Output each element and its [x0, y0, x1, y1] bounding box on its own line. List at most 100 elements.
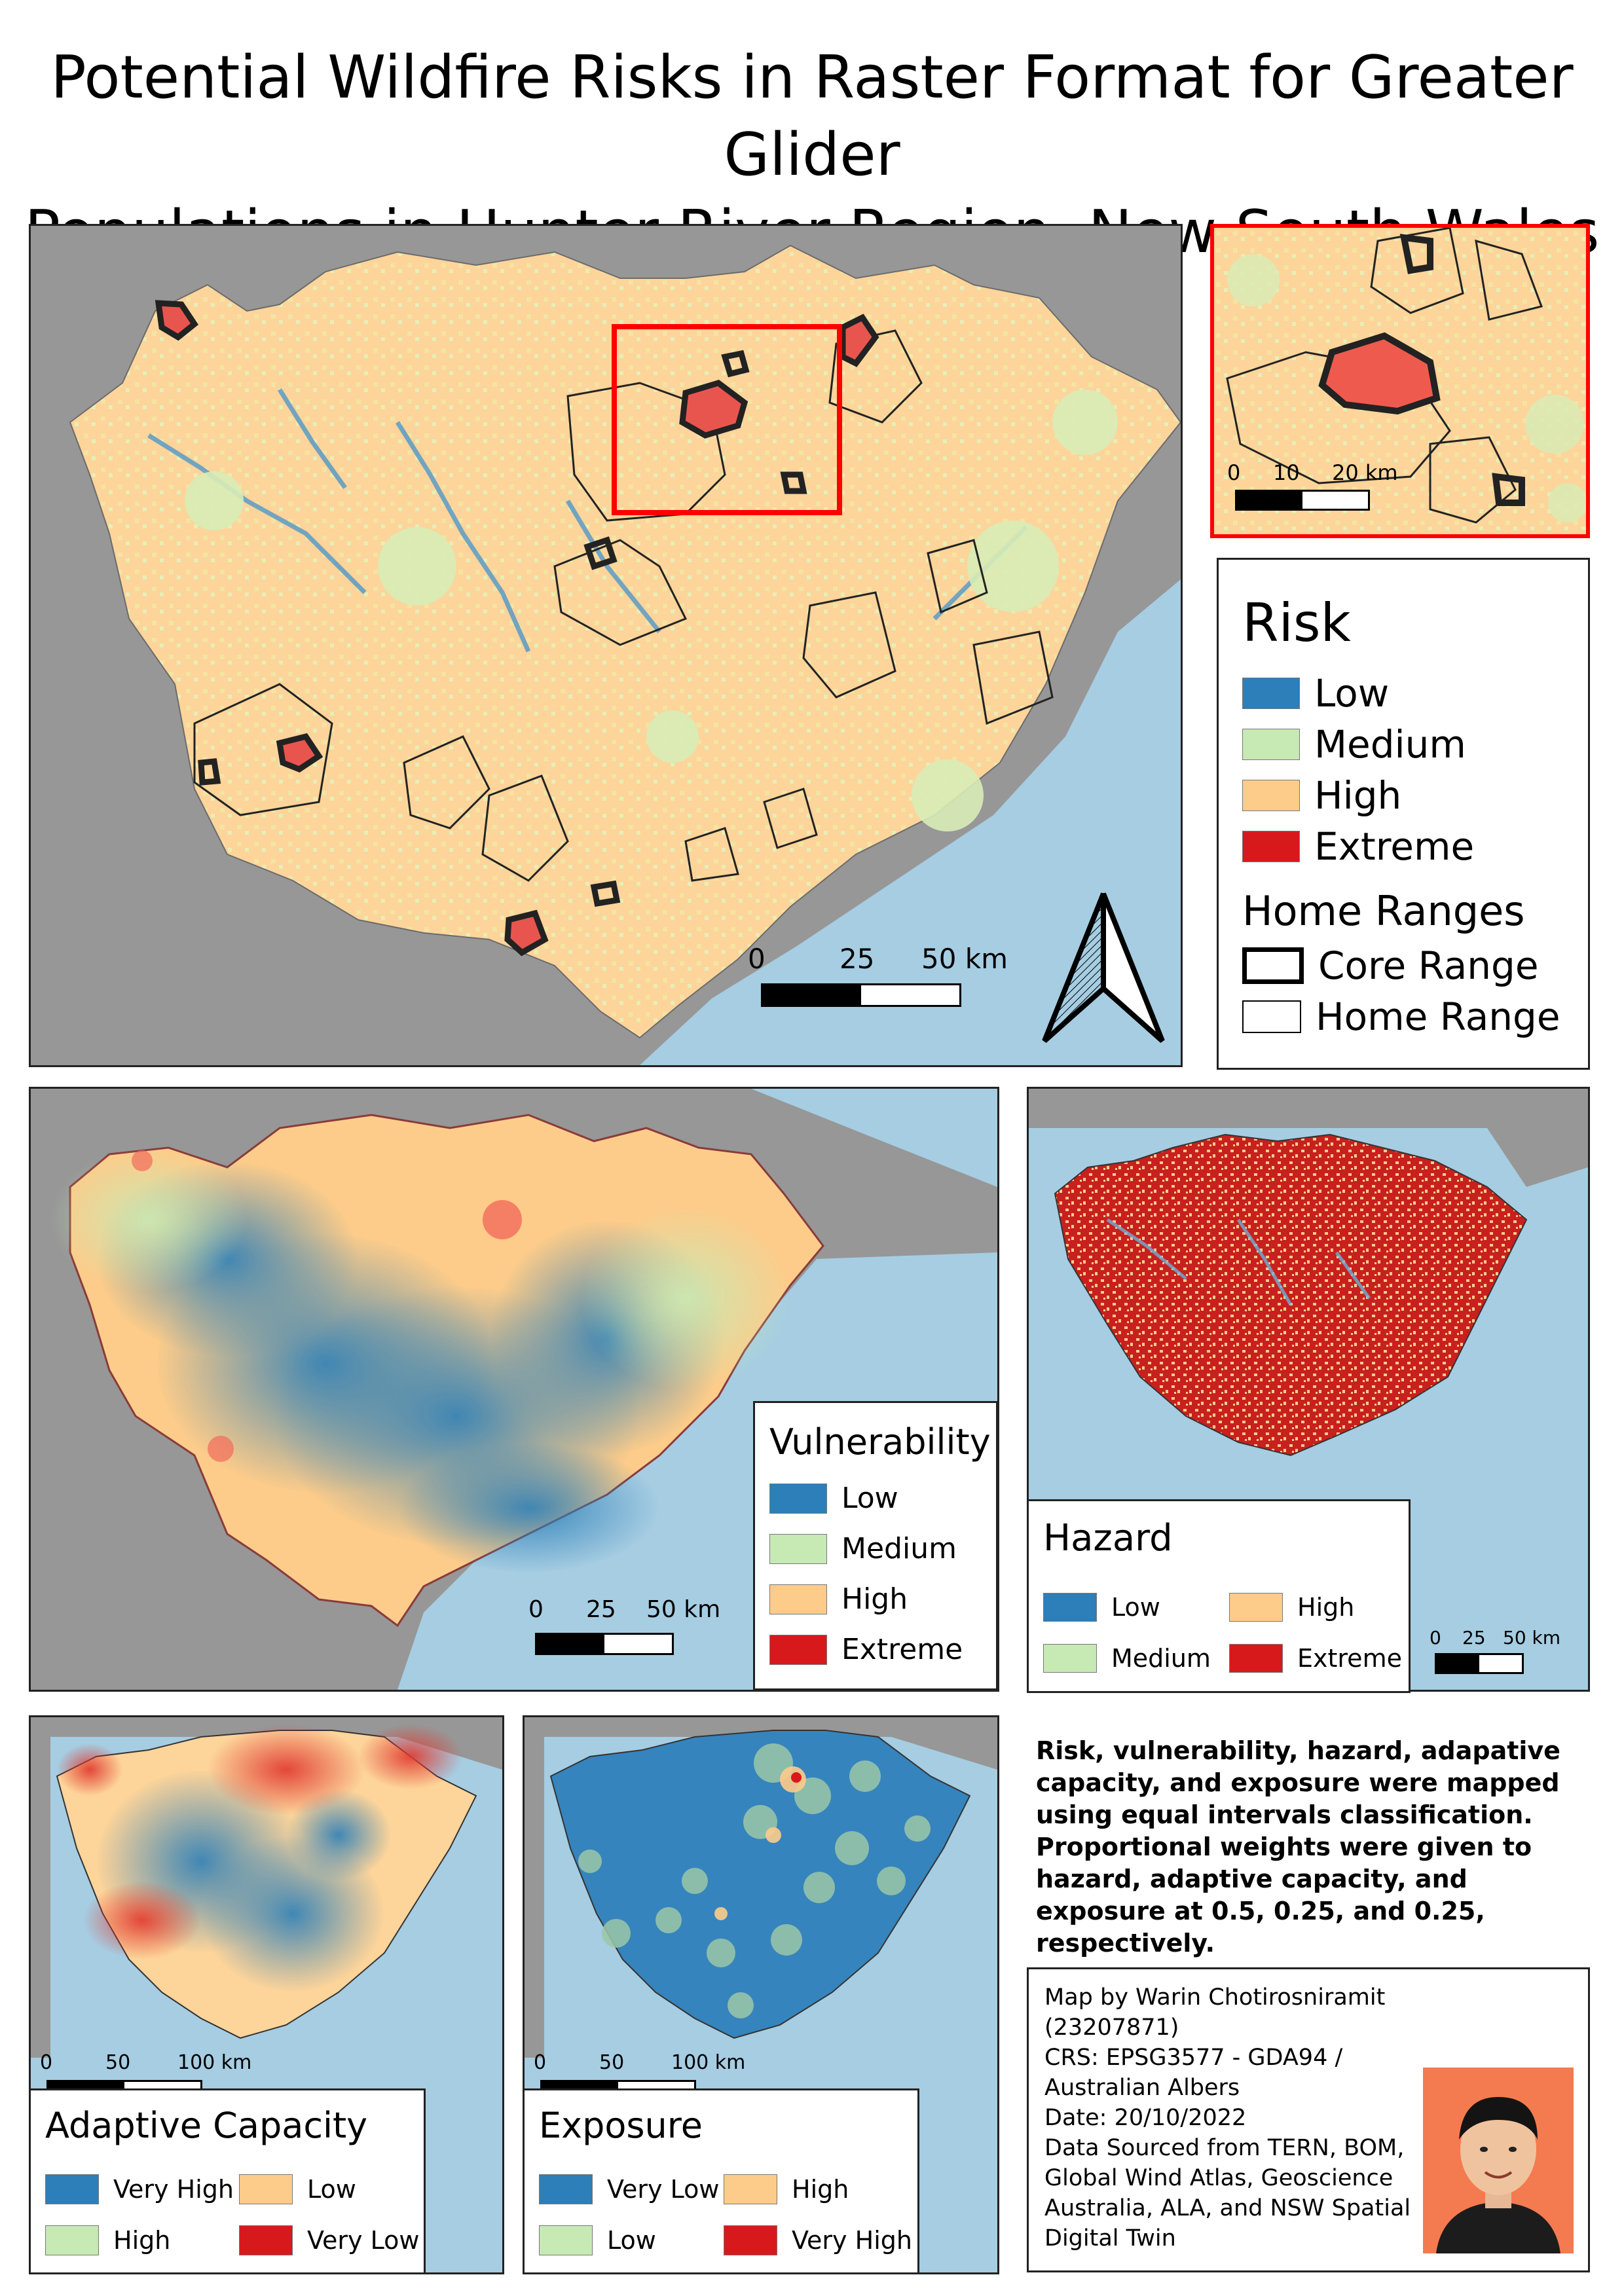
risk-extreme-label: Extreme — [1314, 824, 1475, 869]
ac-item-very-low: Very Low — [239, 2225, 419, 2255]
north-arrow-icon — [1038, 890, 1169, 1048]
ac-very-low-label: Very Low — [307, 2226, 420, 2255]
hazard-scale-label-1: 25 — [1462, 1627, 1486, 1649]
vuln-high-label: High — [841, 1582, 908, 1616]
risk-legend: Risk Low Medium High Extreme Home Ranges… — [1217, 558, 1590, 1070]
credit-line-4: Australian Albers — [1044, 2075, 1240, 2101]
inset-scale-label-1: 10 — [1273, 460, 1300, 485]
hazard-land — [1054, 1133, 1528, 1457]
credit-line-7: Global Wind Atlas, Geoscience — [1044, 2165, 1393, 2191]
hazard-low-label: Low — [1111, 1593, 1160, 1622]
exp-item-very-low: Very Low — [539, 2174, 719, 2204]
credit-line-1: Map by Warin Chotirosniramit — [1044, 1984, 1386, 2011]
credit-line-8: Australia, ALA, and NSW Spatial — [1044, 2195, 1411, 2221]
scale-label-2: 50 km — [921, 943, 1008, 975]
hazard-item-medium: Medium — [1043, 1644, 1211, 1673]
exp-scale-label-0: 0 — [534, 2051, 547, 2074]
ac-scale-label-0: 0 — [40, 2051, 53, 2074]
core-range-legend-item: Core Range — [1242, 943, 1539, 988]
hazard-item-high: High — [1229, 1593, 1354, 1622]
risk-legend-title: Risk — [1242, 592, 1351, 653]
credit-line-2: (23207871) — [1044, 2014, 1179, 2041]
title-line-1: Potential Wildfire Risks in Raster Forma… — [50, 43, 1574, 189]
exp-scale-label-2: 100 km — [671, 2051, 746, 2074]
vuln-extreme-label: Extreme — [841, 1633, 963, 1666]
hazard-high-label: High — [1297, 1593, 1355, 1622]
methodology-note: Risk, vulnerability, hazard, adapative c… — [1036, 1736, 1560, 1958]
ac-scale-label-1: 50 — [105, 2051, 131, 2074]
ac-high-label: High — [113, 2226, 171, 2255]
vulnerability-legend: Vulnerability Low Medium High Extreme — [753, 1401, 998, 1690]
vuln-item-extreme: Extreme — [769, 1633, 963, 1666]
home-ranges-title: Home Ranges — [1242, 887, 1525, 935]
hazard-legend-title: Hazard — [1043, 1517, 1173, 1559]
hazard-scale-bar: 0 25 50 km — [1430, 1627, 1580, 1679]
inset-map[interactable]: 0 10 20 km — [1210, 224, 1590, 538]
risk-high-label: High — [1314, 773, 1402, 818]
vuln-scale-label-0: 0 — [528, 1596, 544, 1623]
adaptive-capacity-legend: Adaptive Capacity Very High High Low Ver… — [29, 2088, 426, 2274]
inset-core-range — [1318, 332, 1441, 415]
exp-very-low-label: Very Low — [607, 2175, 720, 2204]
exp-scale-label-1: 50 — [599, 2051, 625, 2074]
credit-text: Map by Warin Chotirosniramit (23207871) … — [1044, 1982, 1411, 2253]
author-photo — [1423, 2068, 1574, 2253]
credit-line-3: CRS: EPSG3577 - GDA94 / — [1044, 2045, 1343, 2071]
hazard-legend: Hazard Low Medium High Extreme — [1027, 1499, 1411, 1693]
ac-low-label: Low — [307, 2175, 356, 2204]
scale-label-0: 0 — [748, 943, 766, 975]
ac-item-low: Low — [239, 2174, 356, 2204]
risk-medium-label: Medium — [1314, 722, 1466, 767]
hazard-scale-label-0: 0 — [1430, 1627, 1441, 1649]
study-area-land — [69, 244, 1181, 1039]
hazard-item-low: Low — [1043, 1593, 1160, 1622]
inset-scale-bar: 0 10 20 km — [1227, 460, 1398, 519]
vuln-scale-label-1: 25 — [586, 1596, 616, 1623]
hazard-extreme-label: Extreme — [1297, 1644, 1402, 1673]
exp-low-label: Low — [607, 2226, 656, 2255]
vuln-scale-label-2: 50 km — [646, 1596, 721, 1623]
scale-label-1: 25 — [840, 943, 875, 975]
ac-item-very-high: Very High — [45, 2174, 234, 2204]
credit-line-6: Data Sourced from TERN, BOM, — [1044, 2135, 1405, 2161]
vulnerability-scale-bar: 0 25 50 km — [528, 1596, 738, 1668]
risk-low-label: Low — [1314, 671, 1390, 716]
exp-very-high-label: Very High — [792, 2226, 912, 2255]
home-range-legend-item: Home Range — [1242, 994, 1560, 1039]
inset-scale-label-0: 0 — [1227, 460, 1241, 485]
vulnerability-legend-title: Vulnerability — [769, 1421, 991, 1463]
exposure-land — [549, 1730, 971, 2039]
credit-line-9: Digital Twin — [1044, 2225, 1176, 2251]
risk-legend-item-medium: Medium — [1242, 722, 1466, 767]
vuln-item-low: Low — [769, 1482, 898, 1515]
risk-legend-item-extreme: Extreme — [1242, 824, 1474, 869]
main-scale-bar: 0 25 50 km — [748, 943, 1008, 1015]
main-risk-map[interactable]: 0 25 50 km — [29, 224, 1183, 1067]
exp-item-low: Low — [539, 2225, 656, 2255]
adaptive-capacity-map[interactable]: 0 50 100 km — [29, 1715, 504, 2274]
risk-legend-item-high: High — [1242, 773, 1401, 818]
hazard-item-extreme: Extreme — [1229, 1644, 1402, 1673]
ac-very-high-label: Very High — [113, 2175, 234, 2204]
vuln-item-high: High — [769, 1582, 908, 1616]
hazard-scale-label-2: 50 km — [1503, 1627, 1561, 1649]
exp-item-high: High — [724, 2174, 849, 2204]
core-range-label: Core Range — [1318, 943, 1539, 988]
inset-scale-label-2: 20 km — [1332, 460, 1398, 485]
vuln-medium-label: Medium — [841, 1532, 957, 1565]
risk-legend-item-low: Low — [1242, 671, 1389, 716]
hazard-medium-label: Medium — [1111, 1644, 1211, 1673]
adaptive-legend-title: Adaptive Capacity — [45, 2105, 368, 2146]
credit-box: Map by Warin Chotirosniramit (23207871) … — [1027, 1967, 1590, 2272]
vuln-low-label: Low — [841, 1482, 898, 1515]
inset-extent-box — [612, 324, 842, 515]
exp-high-label: High — [792, 2175, 849, 2204]
main-map-canvas — [69, 244, 1181, 1065]
exp-item-very-high: Very High — [724, 2225, 912, 2255]
home-range-label: Home Range — [1316, 994, 1560, 1039]
credit-line-5: Date: 20/10/2022 — [1044, 2105, 1247, 2131]
vuln-item-medium: Medium — [769, 1532, 957, 1565]
ac-scale-label-2: 100 km — [177, 2051, 252, 2074]
inset-map-canvas — [1214, 228, 1586, 534]
exposure-legend: Exposure Very Low Low High Very High — [523, 2088, 919, 2274]
